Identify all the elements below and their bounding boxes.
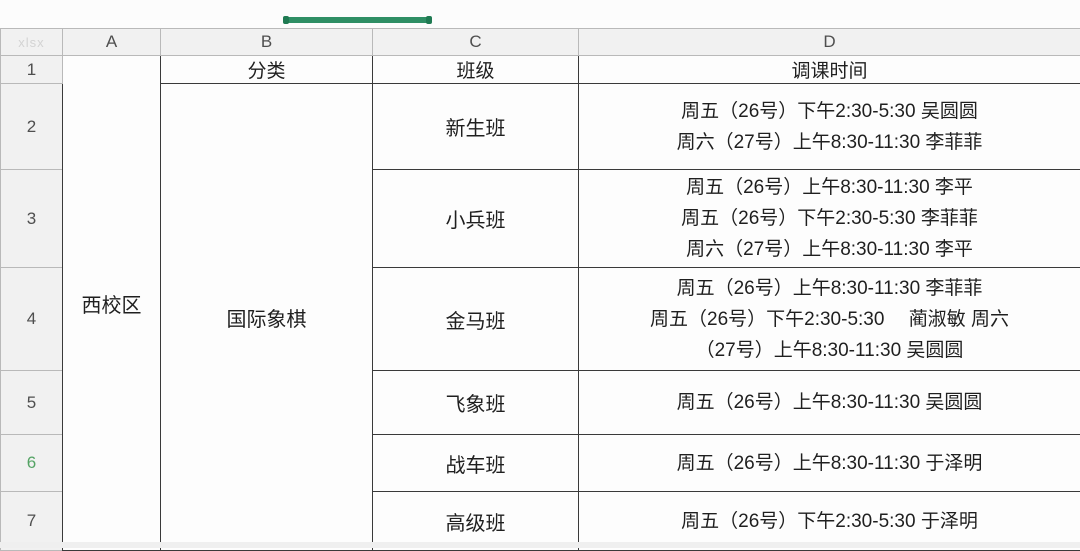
cell-class-xiaobing[interactable]: 小兵班: [373, 170, 579, 268]
cell-category-merged[interactable]: 国际象棋: [161, 84, 373, 551]
column-header-a[interactable]: A: [63, 29, 161, 56]
row-header-2[interactable]: 2: [1, 84, 63, 170]
cell-class-zhanche[interactable]: 战车班: [373, 435, 579, 492]
cell-times-jinma[interactable]: 周五（26号）上午8:30-11:30 李菲菲 周五（26号）下午2:30-5:…: [579, 268, 1080, 371]
column-header-b[interactable]: B: [161, 29, 373, 56]
column-header-c[interactable]: C: [373, 29, 579, 56]
row-header-5[interactable]: 5: [1, 371, 63, 435]
table-row-1: 1 西校区 分类 班级 调课时间: [1, 56, 1080, 84]
cell-times-zhanche[interactable]: 周五（26号）上午8:30-11:30 于泽明: [579, 435, 1080, 492]
spreadsheet-grid: xlsx A B C D 1 西校区 分类 班级 调课时间 2 国际象棋 新生班…: [0, 28, 1080, 551]
row-header-1[interactable]: 1: [1, 56, 63, 84]
bottom-edge-band: [0, 542, 1080, 548]
select-all-corner[interactable]: xlsx: [1, 29, 63, 56]
selection-handle-bar[interactable]: [285, 17, 430, 23]
row-header-4[interactable]: 4: [1, 268, 63, 371]
cell-class-jinma[interactable]: 金马班: [373, 268, 579, 371]
cell-times-xiaobing[interactable]: 周五（26号）上午8:30-11:30 李平 周五（26号）下午2:30-5:3…: [579, 170, 1080, 268]
cell-header-class[interactable]: 班级: [373, 56, 579, 84]
xlsx-watermark: xlsx: [18, 35, 44, 50]
cell-times-feixiang[interactable]: 周五（26号）上午8:30-11:30 吴圆圆: [579, 371, 1080, 435]
cell-header-time[interactable]: 调课时间: [579, 56, 1080, 84]
cell-class-xinsheng[interactable]: 新生班: [373, 84, 579, 170]
table-row-2: 2 国际象棋 新生班 周五（26号）下午2:30-5:30 吴圆圆 周六（27号…: [1, 84, 1080, 170]
row-header-6-selected[interactable]: 6: [1, 435, 63, 492]
row-header-3[interactable]: 3: [1, 170, 63, 268]
cell-times-xinsheng[interactable]: 周五（26号）下午2:30-5:30 吴圆圆 周六（27号）上午8:30-11:…: [579, 84, 1080, 170]
column-header-row: xlsx A B C D: [1, 29, 1080, 56]
column-header-d[interactable]: D: [579, 29, 1080, 56]
cell-class-feixiang[interactable]: 飞象班: [373, 371, 579, 435]
cell-header-category[interactable]: 分类: [161, 56, 373, 84]
cell-campus-merged[interactable]: 西校区: [63, 56, 161, 551]
